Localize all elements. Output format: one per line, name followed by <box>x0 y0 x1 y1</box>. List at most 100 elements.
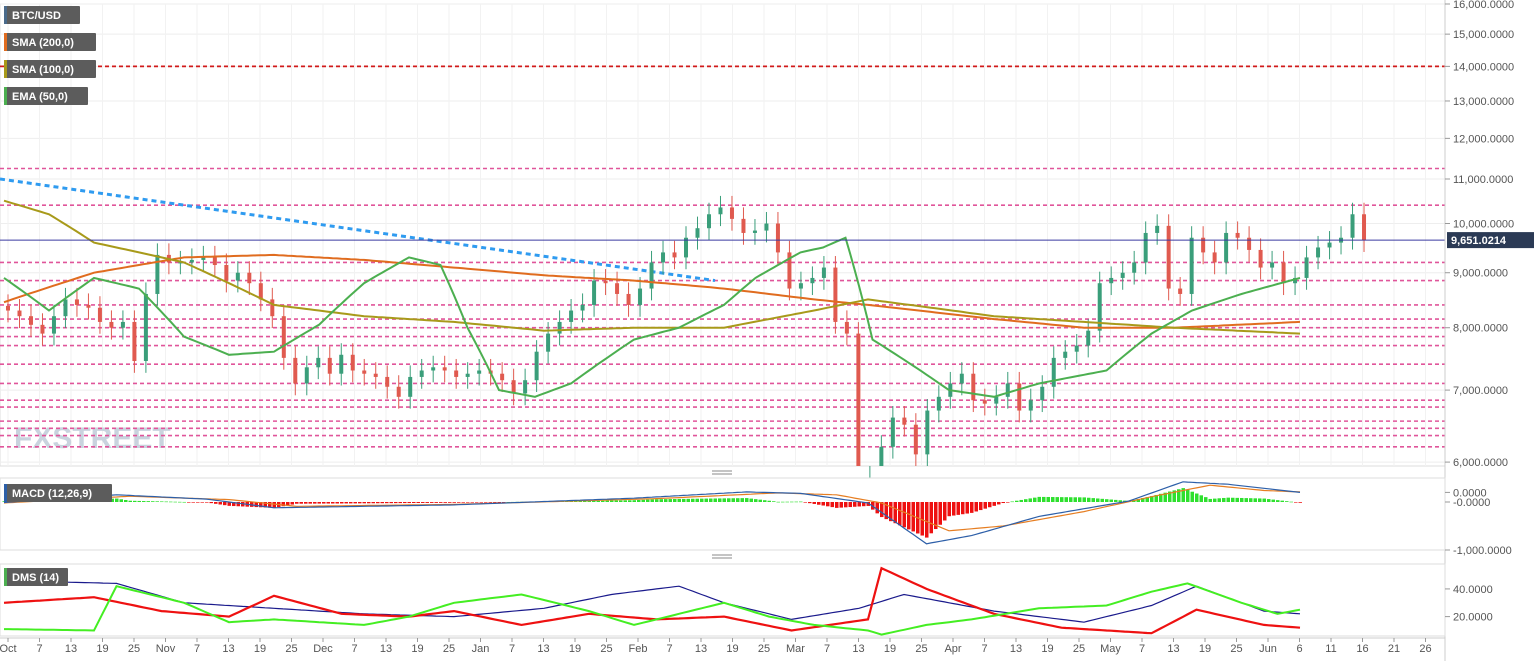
macd-histogram-bar <box>1154 494 1158 502</box>
candle-body <box>1201 237 1206 253</box>
macd-histogram-bar <box>1222 497 1226 502</box>
candle-body <box>143 293 148 361</box>
macd-histogram-bar <box>1235 497 1239 502</box>
x-tick-label: 19 <box>96 643 108 655</box>
legend-box <box>4 60 96 78</box>
legend-dms[interactable]: DMS (14) <box>4 568 68 586</box>
macd-histogram-bar <box>124 500 128 502</box>
macd-histogram-bar <box>173 501 177 503</box>
macd-histogram-bar <box>295 502 299 504</box>
candle-body <box>626 293 631 305</box>
macd-histogram-bar <box>979 502 983 511</box>
candle-body <box>442 367 447 371</box>
macd-histogram-bar <box>281 502 285 507</box>
macd-histogram-bar <box>493 502 497 503</box>
macd-histogram-bar <box>1159 493 1163 502</box>
legend-swatch <box>4 484 7 502</box>
macd-histogram-bar <box>596 500 600 502</box>
macd-histogram-bar <box>605 500 609 502</box>
candle-body <box>1316 247 1321 258</box>
macd-histogram-bar <box>677 498 681 502</box>
macd-histogram-bar <box>259 502 263 508</box>
macd-histogram-bar <box>236 502 240 507</box>
macd-histogram-bar <box>808 502 812 504</box>
macd-histogram-bar <box>1276 500 1280 502</box>
macd-histogram-bar <box>263 502 267 508</box>
macd-histogram-bar <box>1060 497 1064 502</box>
macd-histogram-bar <box>749 498 753 502</box>
legend-group[interactable]: BTC/USD SMA (200,0) SMA (100,0) EMA (50,0) M… <box>4 6 112 586</box>
candle-body <box>833 267 838 322</box>
candle-body <box>327 357 332 374</box>
x-tick-label: 11 <box>1325 643 1336 655</box>
watermark-fx: FXSTREET <box>14 422 171 455</box>
macd-histogram-bar <box>1226 497 1230 502</box>
macd-histogram-bar <box>142 501 146 502</box>
legend-box <box>4 484 112 502</box>
legend-label: SMA (200,0) <box>12 37 74 49</box>
macd-histogram-bar <box>160 501 164 503</box>
y-tick-label: 11,000.0000 <box>1453 174 1513 186</box>
x-tick-label: 25 <box>285 643 297 655</box>
candle-body <box>224 265 229 281</box>
macd-histogram-bar <box>443 502 447 503</box>
macd-histogram-bar <box>1046 496 1050 502</box>
macd-histogram-bar <box>1042 496 1046 502</box>
macd-histogram-bar <box>448 502 452 503</box>
candle-body <box>1155 225 1160 233</box>
candle-body <box>189 259 194 263</box>
candle-body <box>752 230 757 233</box>
macd-histogram-bar <box>646 499 650 502</box>
macd-histogram-bar <box>632 500 636 502</box>
macd-histogram-bar <box>430 502 434 503</box>
macd-histogram-bar <box>254 502 258 508</box>
x-tick-label: 25 <box>915 643 927 655</box>
candle-body <box>350 354 355 371</box>
macd-histogram-bar <box>686 498 690 502</box>
sma200-line <box>3 253 1301 329</box>
candle-body <box>201 257 206 260</box>
macd-histogram-bar <box>898 502 902 526</box>
macd-histogram-bar <box>1037 496 1041 502</box>
macd-histogram-bar <box>830 502 834 508</box>
candle-body <box>17 310 22 317</box>
macd-histogram-bar <box>362 502 366 504</box>
candle-body <box>557 321 562 334</box>
candle-body <box>235 272 240 281</box>
macd-histogram-bar <box>434 502 438 503</box>
y-tick-label: -0.0000 <box>1453 497 1490 509</box>
x-tick-label: 26 <box>1419 643 1431 655</box>
legend-item-2[interactable]: SMA (100,0) <box>4 60 96 78</box>
y-tick-label: 7,000.0000 <box>1453 385 1508 397</box>
macd-panel: 0.0000-0.0000 -1,000.0000 <box>0 470 1512 557</box>
macd-histogram-bar <box>191 502 195 503</box>
macd-histogram-bar <box>1267 499 1271 502</box>
macd-histogram-bar <box>299 502 303 504</box>
macd-histogram-bar <box>655 499 659 502</box>
legend-item-3[interactable]: EMA (50,0) <box>4 87 88 105</box>
x-tick-label: 19 <box>884 643 896 655</box>
x-tick-label: 19 <box>254 643 266 655</box>
macd-histogram-bar <box>119 499 123 502</box>
x-tick-label: 25 <box>600 643 612 655</box>
legend-macd[interactable]: MACD (12,26,9) <box>4 484 112 502</box>
macd-histogram-bar <box>902 502 906 528</box>
macd-histogram-bar <box>470 502 474 503</box>
legend-swatch <box>4 87 7 105</box>
macd-histogram-bar <box>965 502 969 514</box>
y-tick-label: 0.0000 <box>1453 487 1487 499</box>
x-tick-label: Mar <box>786 643 805 655</box>
legend-item-0[interactable]: BTC/USD <box>4 6 80 24</box>
macd-histogram-bar <box>200 502 204 503</box>
macd-histogram-bar <box>1091 498 1095 502</box>
legend-item-1[interactable]: SMA (200,0) <box>4 33 96 51</box>
candle-body <box>1178 288 1183 294</box>
candle-body <box>1063 351 1068 358</box>
macd-histogram-bar <box>893 502 897 524</box>
macd-histogram-bar <box>479 502 483 503</box>
macd-histogram-bar <box>164 501 168 503</box>
macd-histogram-bar <box>722 498 726 502</box>
macd-histogram-bar <box>1262 498 1266 502</box>
macd-histogram-bar <box>488 502 492 503</box>
macd-histogram-bar <box>1150 496 1154 502</box>
